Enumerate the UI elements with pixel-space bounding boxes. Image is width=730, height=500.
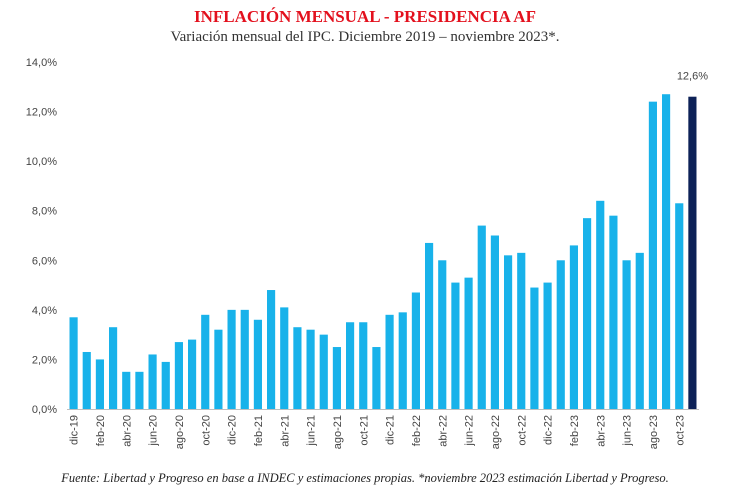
x-tick-label: jun-21 bbox=[306, 415, 318, 447]
bar bbox=[504, 255, 513, 409]
y-tick-label: 6,0% bbox=[32, 255, 57, 267]
bar bbox=[174, 342, 183, 409]
bar bbox=[227, 309, 236, 409]
bar bbox=[332, 347, 341, 409]
x-tick-label: abr-20 bbox=[121, 415, 133, 447]
bar bbox=[675, 203, 684, 409]
x-tick-label: ago-21 bbox=[332, 415, 344, 449]
bar bbox=[648, 101, 657, 409]
bar bbox=[69, 317, 78, 409]
bar bbox=[411, 292, 420, 409]
chart-title: INFLACIÓN MENSUAL - PRESIDENCIA AF bbox=[194, 7, 536, 26]
y-tick-label: 2,0% bbox=[32, 354, 57, 366]
bar bbox=[556, 260, 565, 409]
y-tick-label: 10,0% bbox=[26, 156, 57, 168]
x-tick-label: oct-21 bbox=[358, 415, 370, 446]
bar bbox=[451, 282, 460, 409]
bar bbox=[517, 252, 526, 409]
bar bbox=[214, 329, 223, 409]
bar bbox=[622, 260, 631, 409]
bar bbox=[596, 200, 605, 409]
chart-source-note: Fuente: Libertad y Progreso en base a IN… bbox=[61, 471, 669, 485]
x-tick-label: jun-20 bbox=[148, 415, 160, 447]
y-tick-label: 12,0% bbox=[26, 107, 57, 119]
bar bbox=[662, 94, 671, 409]
bar bbox=[109, 327, 118, 409]
x-tick-label: abr-23 bbox=[595, 415, 607, 447]
x-tick-label: abr-21 bbox=[279, 415, 291, 447]
bar bbox=[385, 314, 394, 409]
bar bbox=[583, 218, 592, 409]
bar bbox=[319, 334, 328, 409]
data-label: 12,6% bbox=[677, 71, 708, 83]
bar bbox=[372, 347, 381, 409]
bar bbox=[82, 351, 91, 409]
bar bbox=[490, 235, 499, 409]
bar bbox=[569, 245, 578, 409]
bar bbox=[293, 327, 302, 409]
bar bbox=[609, 215, 618, 409]
x-tick-label: dic-22 bbox=[543, 415, 555, 445]
bar bbox=[280, 307, 289, 409]
bar bbox=[201, 314, 210, 409]
bar bbox=[161, 361, 170, 409]
highlight-bar bbox=[688, 96, 697, 409]
y-tick-label: 8,0% bbox=[32, 206, 57, 218]
x-tick-label: jun-22 bbox=[464, 415, 476, 447]
x-tick-label: abr-22 bbox=[437, 415, 449, 447]
x-tick-label: feb-21 bbox=[253, 415, 265, 446]
bar bbox=[530, 287, 539, 409]
x-tick-label: dic-21 bbox=[385, 415, 397, 445]
bar bbox=[240, 309, 249, 409]
y-tick-label: 0,0% bbox=[32, 404, 57, 416]
bar bbox=[398, 312, 407, 409]
x-tick-label: dic-20 bbox=[227, 415, 239, 445]
bar bbox=[543, 282, 552, 409]
chart-subtitle: Variación mensual del IPC. Diciembre 201… bbox=[170, 29, 560, 45]
x-tick-label: feb-20 bbox=[95, 415, 107, 446]
bar bbox=[148, 354, 157, 409]
bar bbox=[122, 371, 131, 409]
bar bbox=[267, 290, 276, 409]
bar bbox=[425, 242, 434, 409]
bar bbox=[95, 359, 104, 409]
y-tick-label: 14,0% bbox=[26, 57, 57, 69]
x-tick-label: oct-20 bbox=[200, 415, 212, 446]
x-tick-label: dic-19 bbox=[69, 415, 81, 445]
bar bbox=[135, 371, 144, 409]
bar bbox=[635, 252, 644, 409]
x-tick-label: jun-23 bbox=[622, 415, 634, 447]
x-tick-label: feb-23 bbox=[569, 415, 581, 446]
bar bbox=[188, 339, 197, 409]
x-tick-label: ago-23 bbox=[648, 415, 660, 449]
bar bbox=[438, 260, 447, 409]
x-tick-label: oct-22 bbox=[516, 415, 528, 446]
x-tick-label: ago-20 bbox=[174, 415, 186, 449]
bar bbox=[346, 322, 355, 409]
x-tick-label: feb-22 bbox=[411, 415, 423, 446]
x-tick-label: oct-23 bbox=[674, 415, 686, 446]
bar bbox=[253, 319, 262, 409]
bar bbox=[359, 322, 368, 409]
y-tick-label: 4,0% bbox=[32, 305, 57, 317]
bar bbox=[477, 225, 486, 409]
x-tick-label: ago-22 bbox=[490, 415, 502, 449]
bar bbox=[464, 277, 473, 409]
bar bbox=[306, 329, 315, 409]
